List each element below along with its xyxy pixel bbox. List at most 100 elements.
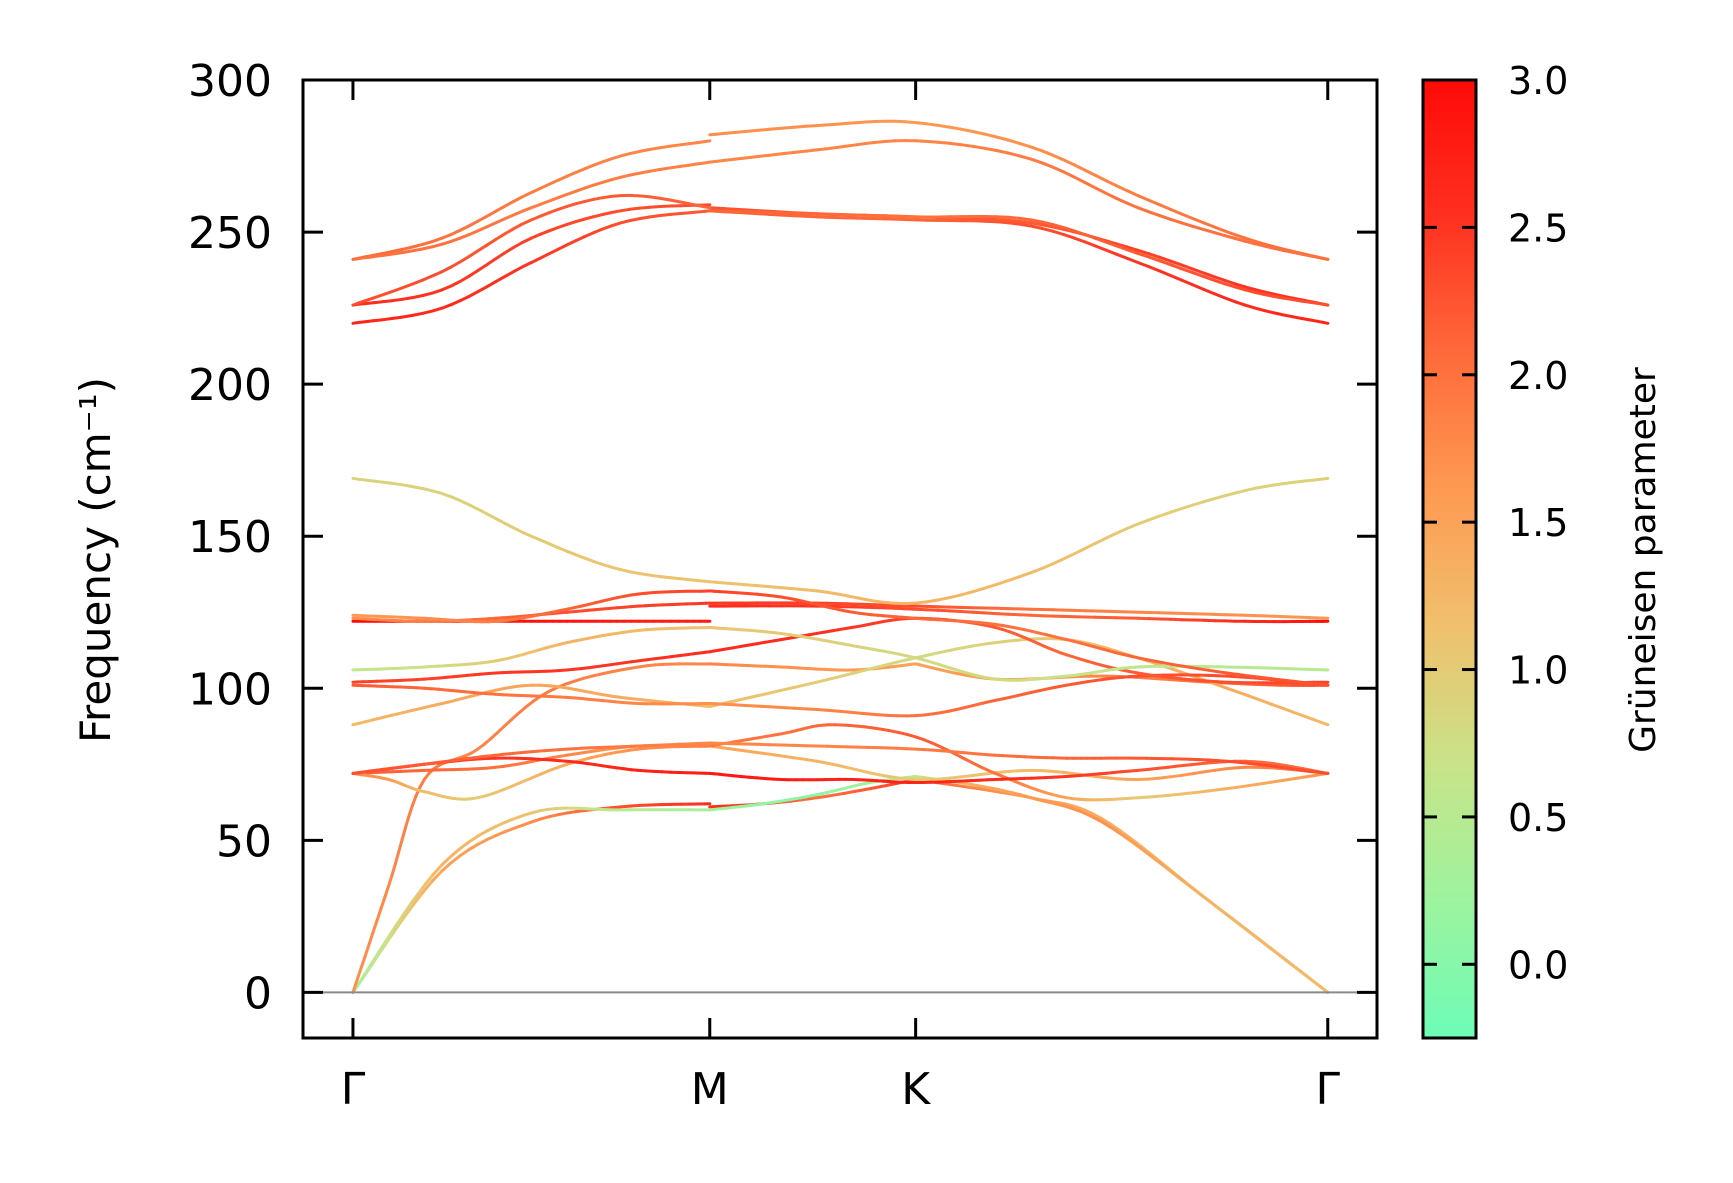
band-segment	[1147, 776, 1162, 781]
band-segment	[583, 689, 596, 695]
band-segment	[1219, 908, 1236, 922]
band-segment	[1282, 249, 1295, 254]
band-segment	[583, 231, 596, 238]
band-segment	[1262, 483, 1276, 489]
band-segment	[503, 200, 515, 208]
band-segment	[503, 827, 515, 834]
band-segment	[792, 214, 808, 218]
band-segment	[574, 167, 587, 174]
band-segment	[524, 699, 535, 709]
band-segment	[743, 583, 759, 588]
band-segment	[1104, 531, 1119, 540]
band-segment	[574, 688, 587, 693]
colorbar	[1421, 78, 1478, 1040]
band-segment	[458, 233, 471, 240]
band-segment	[1262, 244, 1276, 250]
band-segment	[1216, 683, 1229, 690]
band-segment	[1272, 295, 1286, 300]
colorbar-tick-label: 0.0	[1508, 943, 1568, 987]
band-segment	[400, 313, 415, 319]
band-segment	[411, 278, 425, 286]
band-segment	[467, 290, 480, 298]
band-segment	[1104, 776, 1119, 781]
band-segment	[914, 121, 928, 126]
band-segment	[936, 608, 951, 613]
band-segment	[804, 214, 819, 219]
band-segment	[1213, 494, 1227, 501]
band-segment	[1166, 764, 1181, 769]
band-segment	[971, 144, 987, 150]
band-segment	[1018, 154, 1033, 161]
band-segment	[538, 807, 551, 813]
y-tick-label: 200	[188, 360, 272, 411]
band-segment	[723, 207, 736, 211]
y-tick-label: 150	[188, 512, 272, 563]
band-segment	[1180, 278, 1195, 287]
band-segment	[565, 220, 578, 226]
band-segment	[815, 589, 829, 594]
band-segment	[1147, 265, 1162, 273]
band-segment	[410, 794, 418, 808]
band-segment	[512, 526, 524, 534]
band-segment	[967, 785, 984, 791]
band-segment	[947, 609, 963, 613]
band-segment	[1158, 203, 1173, 211]
band-segment	[883, 774, 897, 779]
band-segment	[503, 817, 515, 824]
band-segment	[1094, 236, 1108, 244]
band-segment	[1040, 149, 1055, 157]
band-segment	[1189, 762, 1204, 767]
band-segment	[1147, 198, 1162, 207]
band-25	[708, 625, 1330, 682]
band-segment	[371, 300, 384, 305]
band-segment	[619, 152, 632, 158]
band-segment	[520, 811, 533, 818]
band-43	[708, 139, 1330, 261]
band-segment	[380, 713, 394, 720]
band-segment	[431, 242, 444, 249]
band-segment	[1029, 224, 1044, 230]
band-segment	[601, 178, 614, 184]
band-segment	[449, 280, 462, 288]
band-segment	[994, 215, 1010, 219]
band-segment	[628, 206, 642, 211]
band-segment	[440, 284, 453, 292]
band-segment	[548, 765, 561, 772]
band-segment	[1062, 552, 1076, 561]
band-segment	[375, 907, 383, 923]
band-segment	[421, 873, 435, 889]
band-segment	[1321, 320, 1330, 325]
band-segment	[1253, 760, 1266, 764]
band-33	[708, 476, 1330, 606]
band-segment	[755, 584, 771, 589]
band-segment	[520, 191, 533, 199]
band-segment	[648, 699, 662, 704]
band-segment	[947, 670, 960, 676]
colorbar-tick-label: 0.5	[1508, 796, 1568, 840]
band-segment	[1281, 678, 1296, 683]
band-segment	[1094, 536, 1108, 545]
band-segment	[925, 608, 940, 612]
band-segment	[1188, 665, 1201, 671]
band-segment	[440, 492, 453, 499]
band-segment	[965, 673, 978, 679]
band-segment	[792, 124, 808, 129]
band-segment	[583, 556, 596, 563]
band-segment	[592, 691, 605, 697]
band-segment	[1177, 763, 1193, 768]
band-segment	[363, 959, 375, 976]
band-segment	[1145, 766, 1159, 771]
band-segment	[363, 944, 371, 959]
band-segment	[1110, 823, 1123, 833]
band-segment	[610, 805, 623, 810]
band-segment	[574, 553, 587, 560]
band-segment	[387, 873, 394, 888]
band-segment	[1191, 217, 1206, 225]
band-segment	[610, 175, 623, 182]
band-segment	[1040, 562, 1055, 570]
band-segment	[565, 810, 578, 815]
band-segment	[925, 122, 940, 127]
band-segment	[1179, 791, 1192, 796]
band-segment	[1246, 694, 1262, 702]
band-segment	[1018, 141, 1033, 149]
